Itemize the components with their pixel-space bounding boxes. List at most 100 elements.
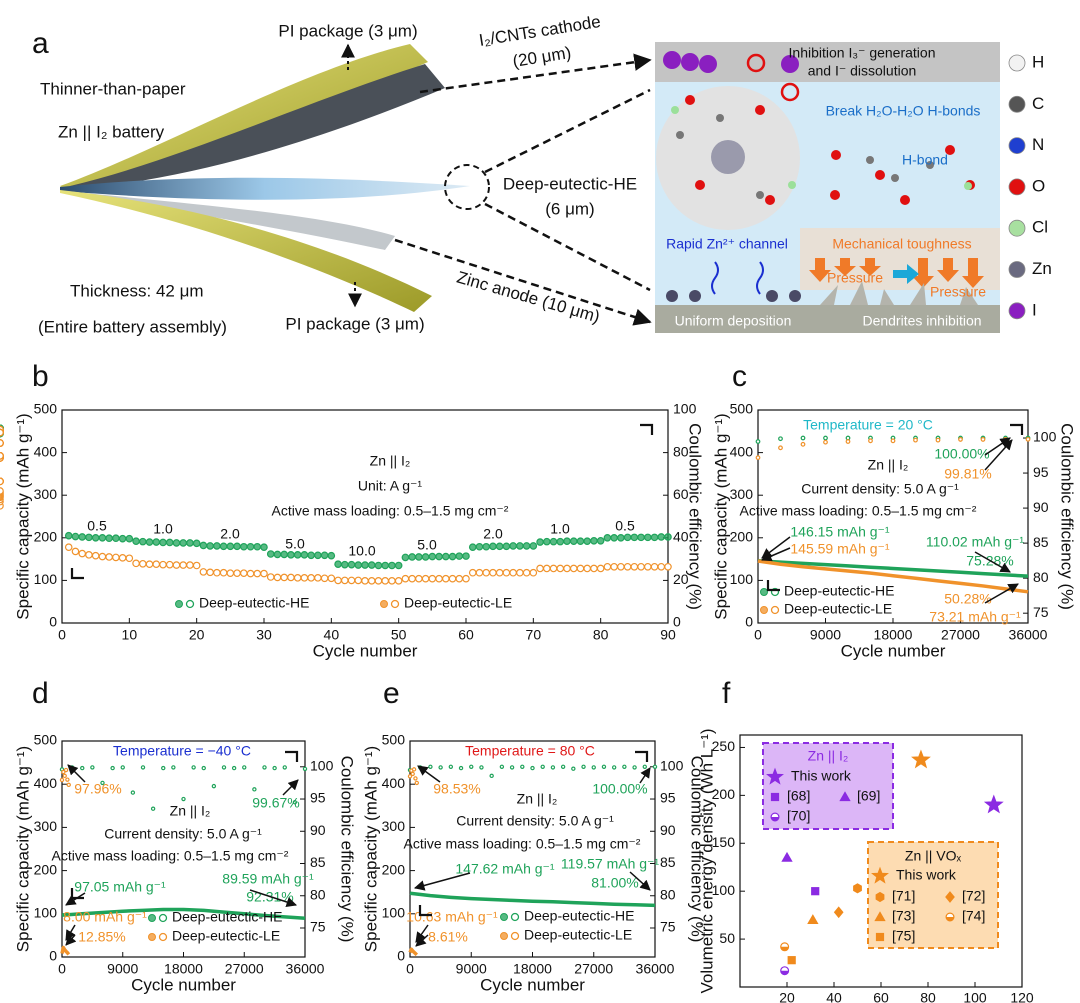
- ce-point: [601, 764, 607, 769]
- ce-point: [632, 765, 637, 770]
- annotation: 89.59 mAh g⁻¹: [222, 871, 314, 887]
- y2-tick-label: 100: [1033, 429, 1057, 445]
- marker-triangle: [874, 911, 886, 922]
- capacity-point: [516, 542, 524, 550]
- capacity-point: [64, 543, 73, 551]
- y2-tick-label: 90: [1033, 499, 1049, 515]
- ce-point: [958, 437, 963, 442]
- capacity-point: [475, 542, 484, 551]
- legend-marker: [760, 606, 768, 614]
- ce-point: [438, 765, 443, 770]
- capacity-point: [428, 552, 437, 561]
- legend-label: Deep-eutectic-LE: [524, 927, 632, 943]
- capacity-point: [415, 553, 423, 561]
- legend-marker: [148, 914, 156, 922]
- panel-a-text: PI package (3 μm): [285, 314, 424, 333]
- y2-tick-label: 80: [310, 886, 326, 902]
- legend-marker: [500, 913, 508, 921]
- y2-tick-label: 85: [310, 854, 326, 870]
- capacity-point: [199, 568, 208, 576]
- axis-indicator: [70, 568, 84, 580]
- annotation-arrow: [639, 767, 651, 784]
- panel-a-text: and I⁻ dissolution: [808, 63, 917, 79]
- capacity-point: [340, 576, 349, 585]
- capacity-point: [354, 561, 363, 569]
- ce-point: [282, 765, 287, 770]
- capacity-point: [388, 561, 396, 570]
- capacity-point: [421, 553, 430, 561]
- ce-point: [413, 776, 418, 781]
- ce-point: [530, 765, 535, 771]
- annotation-arrow: [67, 764, 86, 783]
- x-tick-label: 27000: [574, 961, 613, 977]
- capacity-point: [361, 577, 369, 585]
- ce-point: [0, 428, 4, 437]
- capacity-point: [246, 542, 255, 551]
- legend-marker: [770, 605, 780, 615]
- capacity-point: [206, 568, 214, 577]
- legend-marker: [148, 933, 156, 941]
- axis-indicator: [766, 580, 780, 592]
- panel-a-text: Uniform deposition: [675, 313, 792, 329]
- x-tick-label: 10: [122, 627, 138, 643]
- annotation: Active mass loading: 0.5–1.5 mg cm⁻²: [740, 503, 977, 519]
- ce-point: [181, 796, 186, 802]
- capacity-point: [542, 564, 551, 573]
- annotation: 2.0: [220, 526, 240, 542]
- capacity-point: [199, 541, 208, 550]
- ce-point: [913, 437, 918, 443]
- plot-frame: [61, 409, 669, 624]
- x-axis-label: Cycle number: [480, 975, 585, 994]
- annotation: 81.00%: [591, 875, 638, 891]
- y-axis-label: Specific capacity (mAh g⁻¹): [13, 746, 32, 952]
- capacity-point: [327, 551, 336, 560]
- capacity-line: [757, 558, 1029, 578]
- capacity-point: [468, 543, 477, 551]
- capacity-point: [536, 564, 544, 573]
- ce-point: [755, 439, 761, 444]
- capacity-point: [327, 574, 336, 583]
- capacity-point: [542, 537, 551, 546]
- capacity-line: [60, 945, 71, 956]
- capacity-point: [637, 562, 645, 571]
- ce-point: [171, 765, 176, 770]
- y-tick-label: 50: [719, 930, 735, 946]
- capacity-point: [536, 538, 544, 546]
- y2-tick-label: 95: [310, 790, 326, 806]
- annotation: 2.0: [483, 526, 503, 542]
- capacity-point: [381, 561, 390, 570]
- capacity-point: [98, 533, 107, 542]
- annotation: Zn || I₂: [517, 791, 558, 807]
- annotation: Temperature = 20 °C: [803, 417, 933, 433]
- capacity-point: [280, 550, 289, 559]
- capacity-point: [617, 533, 625, 542]
- annotation-arrow: [413, 872, 471, 891]
- ce-point: [221, 765, 227, 770]
- x-tick-label: 9000: [810, 627, 841, 643]
- capacity-point: [273, 573, 282, 582]
- atom-swatch: [1008, 302, 1026, 320]
- capacity-point: [428, 574, 437, 583]
- annotation: 119.57 mAh g⁻¹: [561, 856, 660, 872]
- legend-marker: [380, 600, 388, 608]
- capacity-point: [152, 538, 161, 546]
- ce-point: [252, 787, 257, 792]
- capacity-point: [340, 560, 349, 569]
- y2-tick-label: 20: [673, 571, 689, 587]
- annotation: 100.00%: [934, 446, 989, 462]
- capacity-point: [509, 568, 517, 577]
- capacity-point: [374, 561, 383, 570]
- panel-label: d: [32, 677, 49, 710]
- atom-label: Zn: [1032, 259, 1052, 278]
- marker-star: [766, 767, 784, 785]
- annotation-arrow: [417, 765, 441, 783]
- capacity-point: [125, 534, 134, 543]
- y-axis-label: Specific capacity (mAh g⁻¹): [361, 746, 380, 952]
- marker-triangle: [781, 851, 793, 862]
- x-tick-label: 80: [593, 627, 609, 643]
- capacity-point: [401, 553, 410, 562]
- y-tick-label: 200: [34, 861, 58, 877]
- marker-diamond: [945, 891, 955, 903]
- annotation: 99.67%: [252, 795, 299, 811]
- legend-label: [72]: [962, 888, 985, 904]
